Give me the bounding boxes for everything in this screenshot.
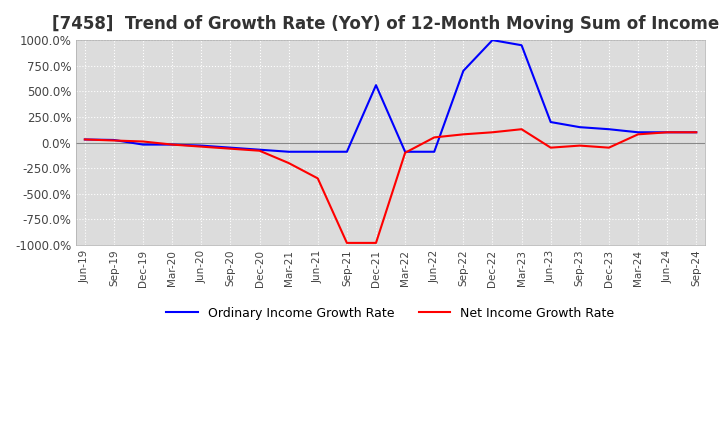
- Ordinary Income Growth Rate: [692, 130, 701, 135]
- Net Income Growth Rate: [197, 144, 206, 149]
- Ordinary Income Growth Rate: [517, 43, 526, 48]
- Net Income Growth Rate: [284, 160, 293, 165]
- Net Income Growth Rate: [401, 150, 410, 155]
- Ordinary Income Growth Rate: [313, 149, 322, 154]
- Net Income Growth Rate: [313, 176, 322, 181]
- Net Income Growth Rate: [139, 139, 148, 144]
- Net Income Growth Rate: [81, 137, 89, 142]
- Net Income Growth Rate: [605, 145, 613, 150]
- Net Income Growth Rate: [226, 146, 235, 151]
- Ordinary Income Growth Rate: [284, 149, 293, 154]
- Ordinary Income Growth Rate: [430, 149, 438, 154]
- Net Income Growth Rate: [517, 127, 526, 132]
- Ordinary Income Growth Rate: [488, 37, 497, 43]
- Net Income Growth Rate: [663, 130, 672, 135]
- Net Income Growth Rate: [459, 132, 468, 137]
- Net Income Growth Rate: [168, 142, 176, 147]
- Ordinary Income Growth Rate: [605, 127, 613, 132]
- Net Income Growth Rate: [430, 135, 438, 140]
- Ordinary Income Growth Rate: [168, 142, 176, 147]
- Net Income Growth Rate: [255, 148, 264, 154]
- Net Income Growth Rate: [634, 132, 642, 137]
- Line: Net Income Growth Rate: Net Income Growth Rate: [85, 129, 696, 243]
- Ordinary Income Growth Rate: [81, 137, 89, 142]
- Ordinary Income Growth Rate: [343, 149, 351, 154]
- Ordinary Income Growth Rate: [634, 130, 642, 135]
- Legend: Ordinary Income Growth Rate, Net Income Growth Rate: Ordinary Income Growth Rate, Net Income …: [161, 302, 620, 325]
- Ordinary Income Growth Rate: [197, 143, 206, 148]
- Net Income Growth Rate: [575, 143, 584, 148]
- Ordinary Income Growth Rate: [401, 149, 410, 154]
- Ordinary Income Growth Rate: [139, 142, 148, 147]
- Net Income Growth Rate: [546, 145, 555, 150]
- Ordinary Income Growth Rate: [575, 125, 584, 130]
- Title: [7458]  Trend of Growth Rate (YoY) of 12-Month Moving Sum of Incomes: [7458] Trend of Growth Rate (YoY) of 12-…: [52, 15, 720, 33]
- Ordinary Income Growth Rate: [109, 137, 118, 143]
- Ordinary Income Growth Rate: [255, 147, 264, 152]
- Ordinary Income Growth Rate: [226, 145, 235, 150]
- Net Income Growth Rate: [692, 130, 701, 135]
- Line: Ordinary Income Growth Rate: Ordinary Income Growth Rate: [85, 40, 696, 152]
- Net Income Growth Rate: [488, 130, 497, 135]
- Ordinary Income Growth Rate: [546, 119, 555, 125]
- Net Income Growth Rate: [109, 138, 118, 143]
- Ordinary Income Growth Rate: [459, 68, 468, 73]
- Net Income Growth Rate: [343, 240, 351, 246]
- Net Income Growth Rate: [372, 240, 380, 246]
- Ordinary Income Growth Rate: [372, 83, 380, 88]
- Ordinary Income Growth Rate: [663, 130, 672, 135]
